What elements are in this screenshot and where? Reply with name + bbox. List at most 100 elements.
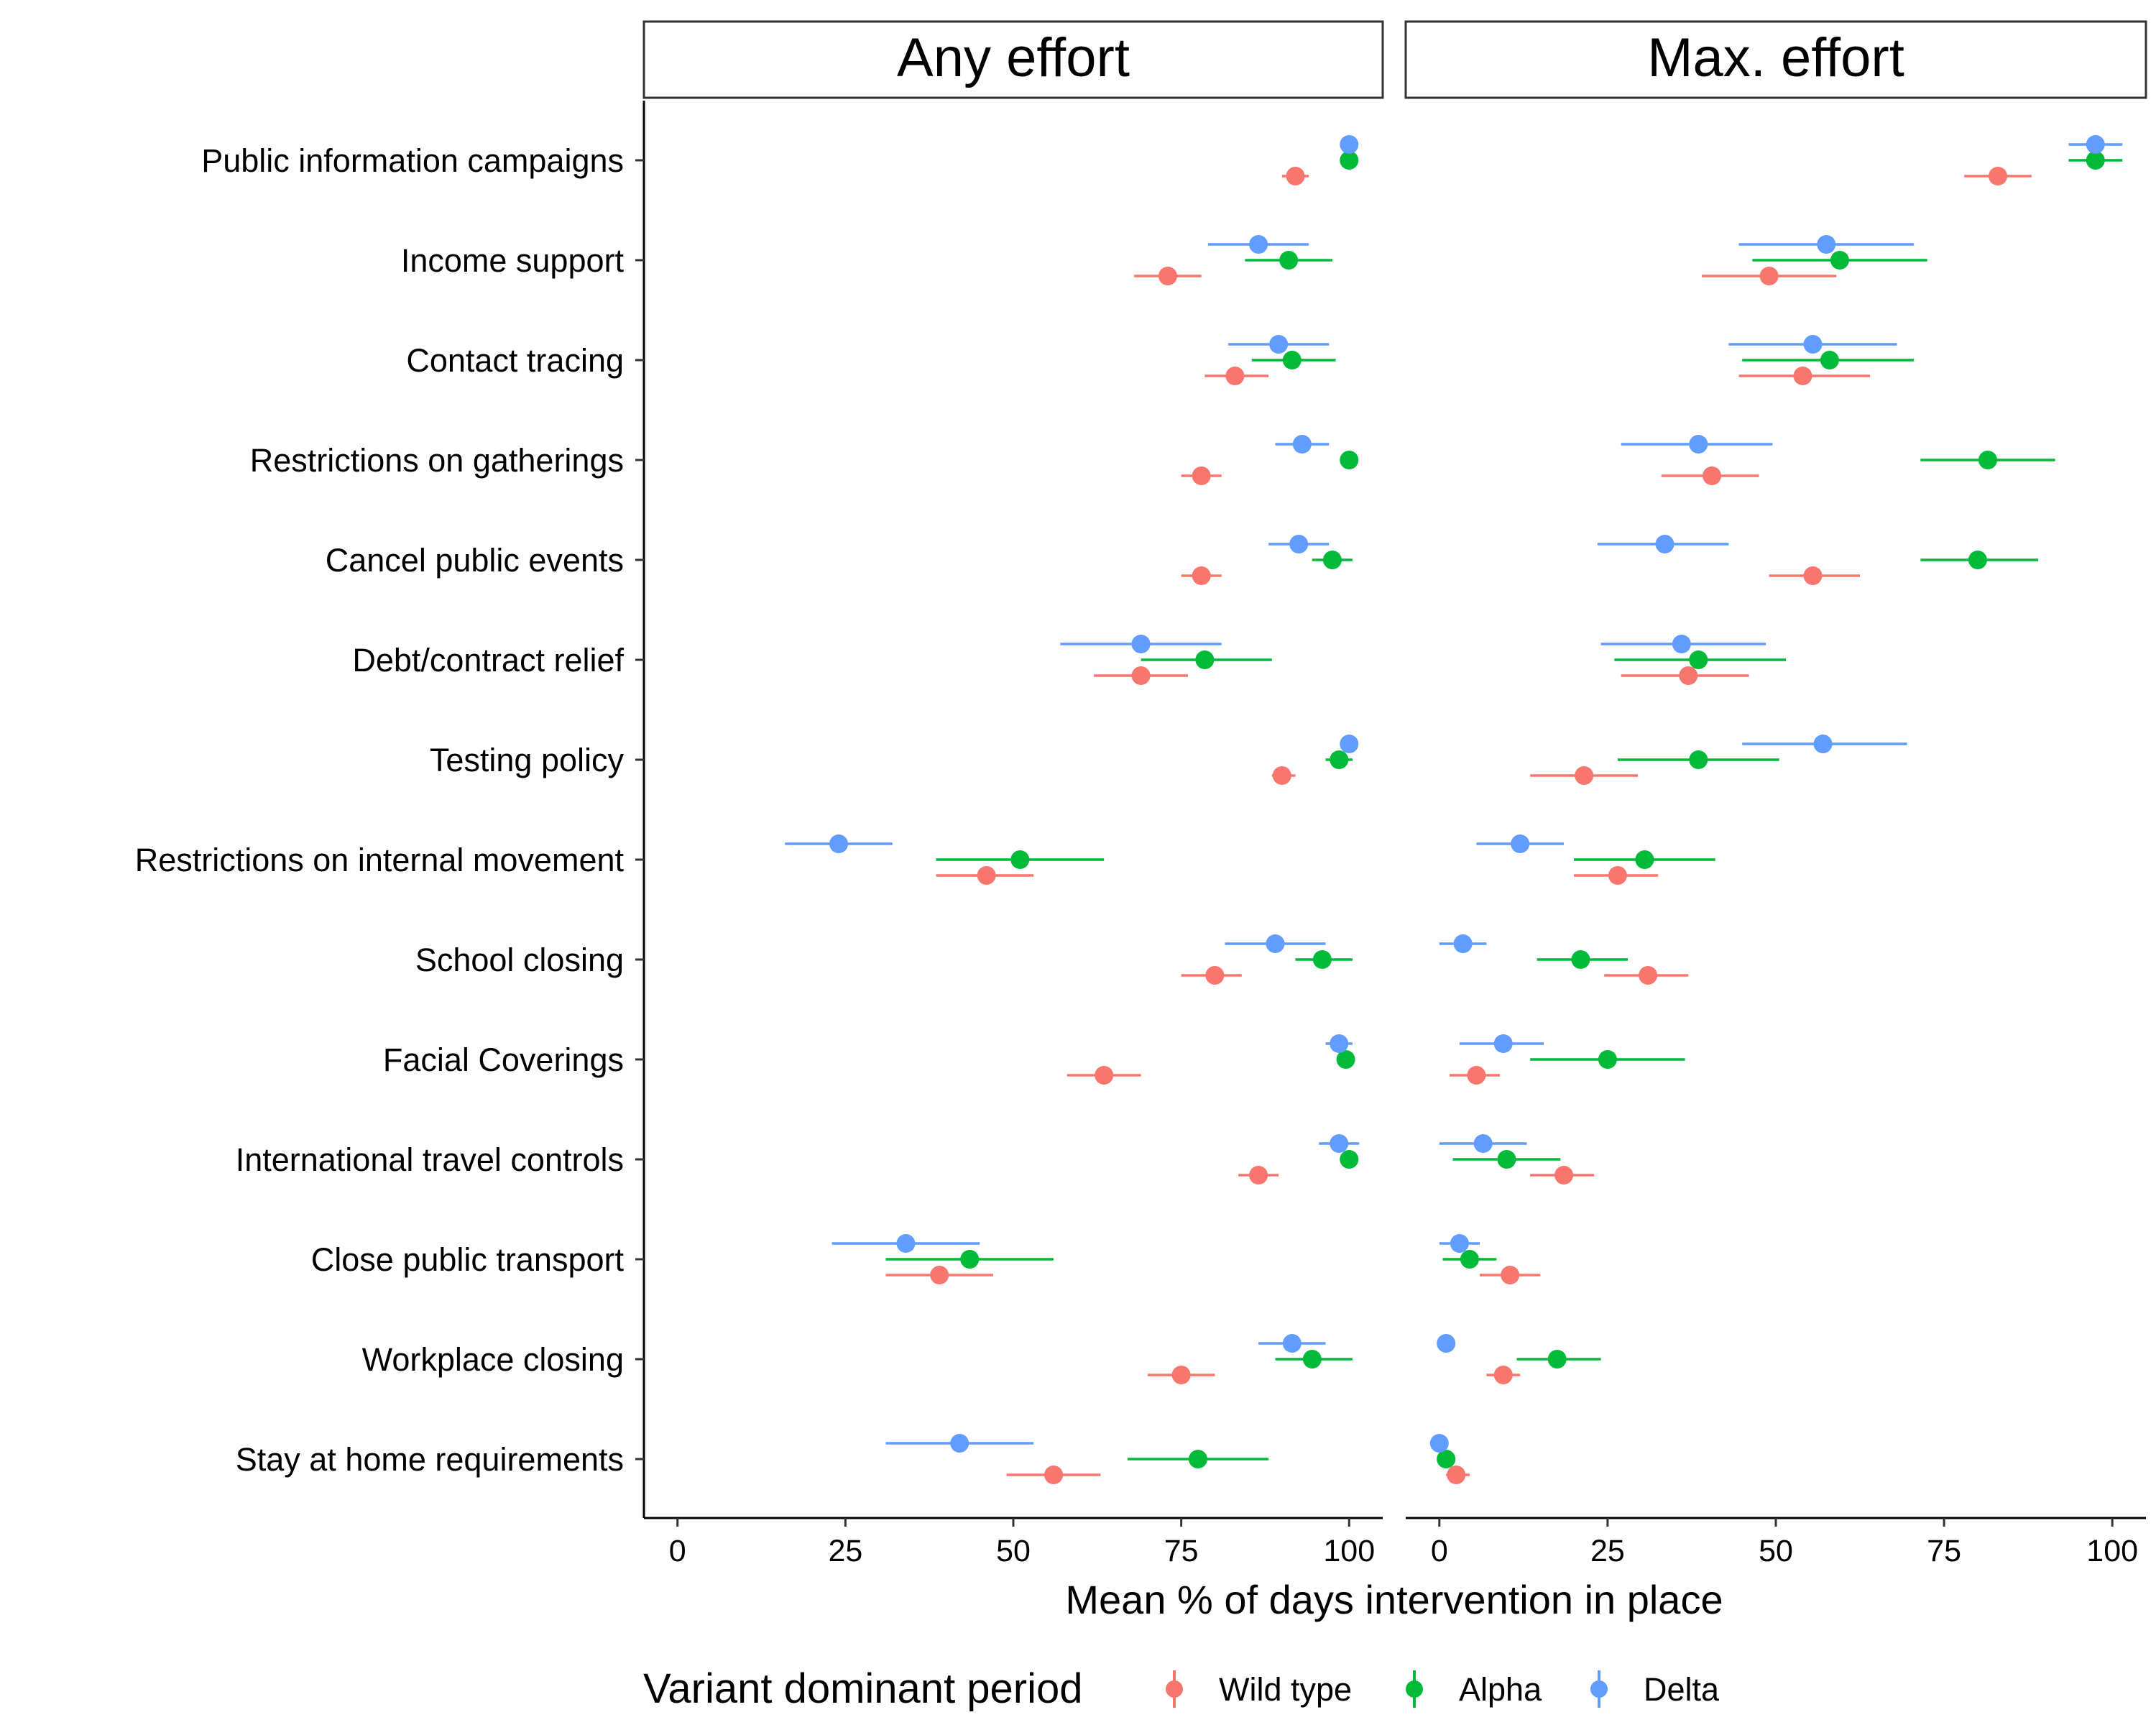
data-point	[1225, 367, 1245, 385]
data-point	[1249, 1166, 1268, 1184]
series-alpha	[885, 151, 1359, 1468]
data-point	[1192, 566, 1211, 585]
data-point	[2086, 135, 2105, 154]
data-point	[1635, 850, 1654, 869]
data-point	[1598, 1050, 1617, 1069]
panel-any-effort	[785, 135, 1360, 1484]
data-point	[1689, 435, 1708, 454]
data-point	[1171, 1366, 1191, 1384]
data-point	[1571, 950, 1590, 969]
data-point	[1289, 535, 1309, 553]
data-point	[1679, 666, 1698, 685]
x-tick-label: 75	[1164, 1534, 1199, 1568]
data-point	[1989, 167, 2007, 185]
data-point	[1450, 1234, 1469, 1253]
data-point	[1044, 1466, 1064, 1484]
data-point	[1330, 750, 1349, 769]
legend: Variant dominant period Wild type Alpha De…	[643, 1665, 1720, 1712]
y-tick-label: Income support	[401, 242, 625, 279]
x-tick-label: 75	[1927, 1534, 1961, 1568]
data-point	[977, 866, 996, 885]
legend-entry-wild-type: Wild type	[1166, 1670, 1352, 1708]
data-point	[1759, 267, 1779, 285]
data-point	[1978, 451, 1997, 469]
data-point	[1817, 235, 1836, 254]
y-tick-label: Contact tracing	[406, 342, 624, 379]
facet-max-effort-label: Max. effort	[1647, 27, 1904, 88]
y-tick-label: Workplace closing	[362, 1341, 624, 1378]
y-axis: Public information campaigns Income suppo…	[135, 101, 645, 1518]
facet-strips: Any effort Max. effort	[642, 20, 2147, 99]
legend-entry-alpha: Alpha	[1406, 1670, 1542, 1708]
data-point	[950, 1434, 969, 1453]
data-point	[1340, 1150, 1359, 1169]
data-point	[1447, 1466, 1466, 1484]
legend-key-point	[1166, 1680, 1183, 1698]
x-axis-title: Mean % of days intervention in place	[1065, 1577, 1723, 1622]
y-tick-label: School closing	[415, 942, 624, 978]
y-tick-label: Testing policy	[430, 742, 625, 778]
data-point	[1820, 351, 1839, 369]
x-tick-label: 25	[828, 1534, 862, 1568]
legend-entries: Wild type Alpha Delta	[1166, 1670, 1720, 1708]
data-point	[1195, 650, 1215, 669]
data-point	[1803, 335, 1823, 354]
data-point	[1312, 950, 1332, 969]
data-point	[1460, 1250, 1479, 1269]
x-tick-label: 50	[1759, 1534, 1793, 1568]
data-point	[1473, 1134, 1493, 1153]
x-tick-label: 25	[1590, 1534, 1625, 1568]
data-point	[1493, 1034, 1513, 1053]
legend-label: Delta	[1644, 1671, 1720, 1708]
data-point	[1192, 466, 1211, 485]
data-point	[1655, 535, 1674, 553]
data-point	[1279, 251, 1299, 270]
data-point	[1158, 267, 1177, 285]
legend-title: Variant dominant period	[643, 1665, 1083, 1712]
panels	[785, 135, 2123, 1484]
data-point	[1302, 1350, 1322, 1368]
data-point	[930, 1266, 949, 1284]
y-tick-label: Debt/contract relief	[352, 642, 624, 678]
legend-entry-delta: Delta	[1590, 1670, 1720, 1708]
data-point	[1282, 351, 1302, 369]
data-point	[1340, 135, 1359, 154]
x-tick-label: 100	[2086, 1534, 2138, 1568]
legend-key-point	[1590, 1680, 1608, 1698]
data-point	[1437, 1450, 1456, 1468]
y-tick-label: Restrictions on internal movement	[135, 842, 625, 878]
legend-key-point	[1406, 1680, 1423, 1698]
data-point	[1189, 1450, 1207, 1468]
data-point	[1336, 1050, 1355, 1069]
data-point	[1689, 750, 1708, 769]
data-point	[1803, 566, 1823, 585]
data-point	[1131, 666, 1151, 685]
data-point	[1608, 866, 1627, 885]
x-tick-label: 100	[1323, 1534, 1375, 1568]
data-point	[1453, 934, 1473, 953]
data-point	[1429, 1434, 1449, 1453]
data-point	[1437, 1334, 1456, 1353]
series-delta	[1429, 135, 2123, 1453]
data-point	[1340, 451, 1359, 469]
data-point	[1292, 435, 1312, 454]
data-point	[896, 1234, 916, 1253]
data-point	[960, 1250, 980, 1269]
data-point	[1830, 251, 1849, 270]
data-point	[1205, 966, 1225, 985]
data-point	[1493, 1366, 1513, 1384]
data-point	[1968, 551, 1987, 569]
data-point	[1497, 1150, 1516, 1169]
data-point	[1282, 1334, 1302, 1353]
data-point	[1813, 735, 1833, 753]
x-tick-label: 50	[996, 1534, 1031, 1568]
y-tick-label: Cancel public events	[326, 542, 624, 579]
series-wild-type	[885, 167, 1309, 1484]
data-point	[1547, 1350, 1567, 1368]
data-point	[1266, 934, 1285, 953]
x-tick-label: 0	[1431, 1534, 1448, 1568]
facet-any-effort-label: Any effort	[897, 27, 1130, 88]
data-point	[1689, 650, 1708, 669]
x-tick-label: 0	[669, 1534, 686, 1568]
data-point	[2086, 151, 2105, 170]
